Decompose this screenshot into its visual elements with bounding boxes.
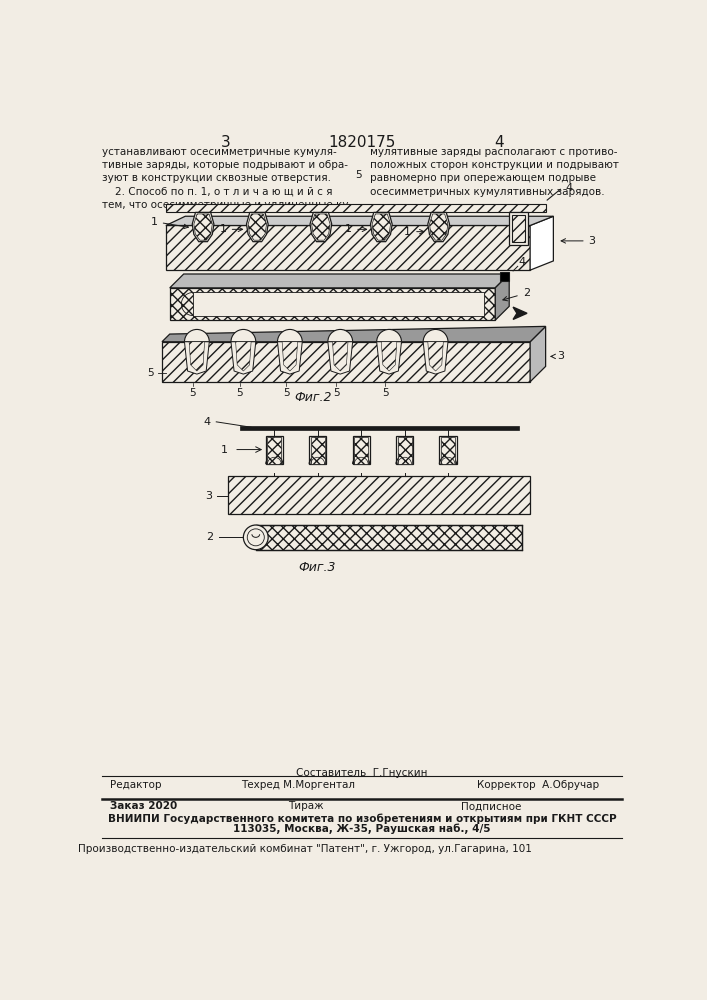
Polygon shape <box>194 214 212 240</box>
Bar <box>166 204 546 212</box>
Polygon shape <box>231 342 256 374</box>
Wedge shape <box>328 329 353 342</box>
Wedge shape <box>277 329 303 342</box>
Text: 1: 1 <box>345 224 367 234</box>
Bar <box>228 476 530 514</box>
Polygon shape <box>328 342 353 374</box>
Bar <box>266 436 283 464</box>
Text: 1820175: 1820175 <box>328 135 396 150</box>
Text: 4: 4 <box>204 417 211 427</box>
Text: 3: 3 <box>221 135 230 150</box>
Bar <box>512 215 525 242</box>
Text: ВНИИПИ Государственного комитета по изобретениям и открытиям при ГКНТ СССР: ВНИИПИ Государственного комитета по изоб… <box>107 813 617 824</box>
Text: 2: 2 <box>206 532 214 542</box>
Bar <box>396 436 413 464</box>
Text: Редактор: Редактор <box>110 780 162 790</box>
Bar <box>354 437 368 464</box>
Polygon shape <box>495 274 509 320</box>
Polygon shape <box>530 216 554 270</box>
Polygon shape <box>192 212 214 242</box>
Text: 3: 3 <box>205 491 212 501</box>
Text: Производственно-издательский комбинат "Патент", г. Ужгород, ул.Гагарина, 101: Производственно-издательский комбинат "П… <box>78 844 532 854</box>
Bar <box>441 437 455 464</box>
Text: Фиг.3: Фиг.3 <box>298 561 336 574</box>
Polygon shape <box>428 212 450 242</box>
Polygon shape <box>381 342 397 371</box>
Polygon shape <box>170 274 509 288</box>
Bar <box>162 342 530 382</box>
Bar <box>170 288 495 320</box>
Text: 1: 1 <box>220 224 243 234</box>
Text: Техред М.Моргентал: Техред М.Моргентал <box>240 780 355 790</box>
Text: 5: 5 <box>189 388 197 398</box>
Bar <box>240 426 518 430</box>
Text: 3: 3 <box>551 351 565 361</box>
Text: Корректор  А.Обручар: Корректор А.Обручар <box>477 780 599 790</box>
Text: 4: 4 <box>519 257 526 267</box>
Wedge shape <box>185 329 209 342</box>
Text: 5: 5 <box>236 388 243 398</box>
Polygon shape <box>247 212 268 242</box>
Text: Фиг.1: Фиг.1 <box>294 276 332 289</box>
Text: мулятивные заряды располагают с противо-
положных сторон конструкции и подрывают: мулятивные заряды располагают с противо-… <box>370 147 619 197</box>
Polygon shape <box>277 342 303 374</box>
Text: 2: 2 <box>503 288 530 301</box>
Bar <box>166 225 530 270</box>
Bar <box>256 525 522 550</box>
Text: 1: 1 <box>221 445 228 455</box>
Text: Подписное: Подписное <box>461 801 522 811</box>
Text: Составитель  Г.Гнускин: Составитель Г.Гнускин <box>296 768 428 778</box>
Polygon shape <box>282 342 298 371</box>
Bar <box>267 437 281 464</box>
Text: 4: 4 <box>494 135 504 150</box>
Polygon shape <box>310 212 332 242</box>
Bar <box>309 436 327 464</box>
Bar <box>311 437 325 464</box>
Text: 4: 4 <box>566 183 573 193</box>
Text: 5: 5 <box>355 170 361 180</box>
Text: Заказ 2020: Заказ 2020 <box>110 801 177 811</box>
Text: Тираж: Тираж <box>288 801 323 811</box>
Text: 113035, Москва, Ж-35, Раушская наб., 4/5: 113035, Москва, Ж-35, Раушская наб., 4/5 <box>233 824 491 834</box>
Wedge shape <box>423 329 448 342</box>
Polygon shape <box>312 214 330 240</box>
Polygon shape <box>377 342 402 374</box>
Text: 5: 5 <box>283 388 289 398</box>
Polygon shape <box>189 342 204 371</box>
Polygon shape <box>235 342 251 371</box>
Polygon shape <box>162 326 546 342</box>
Polygon shape <box>428 342 443 371</box>
Polygon shape <box>530 326 546 382</box>
Circle shape <box>243 525 268 550</box>
Bar <box>500 272 509 281</box>
Bar <box>193 292 484 316</box>
Polygon shape <box>185 342 209 374</box>
Text: Фиг.2: Фиг.2 <box>294 391 332 404</box>
Polygon shape <box>166 216 554 225</box>
Polygon shape <box>423 342 448 374</box>
Bar <box>440 436 457 464</box>
Wedge shape <box>231 329 256 342</box>
Polygon shape <box>372 214 390 240</box>
Polygon shape <box>513 307 527 319</box>
Bar <box>397 437 411 464</box>
Polygon shape <box>248 214 267 240</box>
Text: 5: 5 <box>382 388 389 398</box>
Polygon shape <box>332 342 348 371</box>
Text: 3: 3 <box>561 236 595 246</box>
Text: 1: 1 <box>404 227 424 237</box>
Polygon shape <box>370 212 392 242</box>
Circle shape <box>247 529 264 546</box>
Text: устанавливают осесимметричные кумуля-
тивные заряды, которые подрывают и обра-
з: устанавливают осесимметричные кумуля- ти… <box>103 147 353 210</box>
Text: 5: 5 <box>333 388 339 398</box>
Text: 1: 1 <box>151 217 188 229</box>
Wedge shape <box>377 329 402 342</box>
Bar <box>509 212 528 245</box>
Polygon shape <box>429 214 448 240</box>
Bar <box>353 436 370 464</box>
Text: 5: 5 <box>147 368 153 378</box>
